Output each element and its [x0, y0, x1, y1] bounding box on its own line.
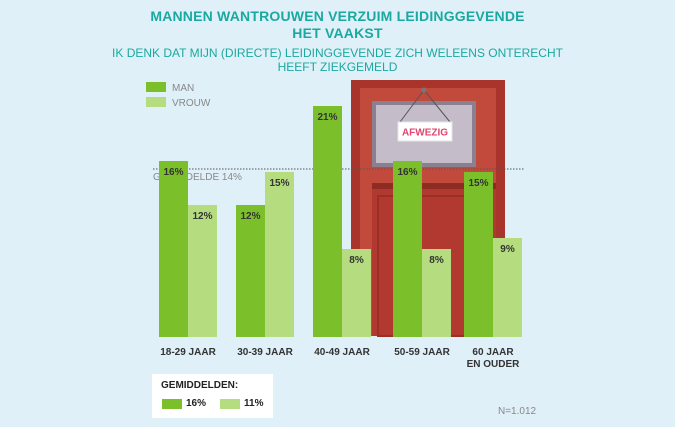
average-reference-label: GEMIDDELDE 14%: [153, 172, 242, 183]
x-tick-label-3: 50-59 JAAR: [394, 347, 450, 358]
chart-title-line-2: HET VAAKST: [292, 25, 383, 41]
data-label-vrouw-4: 9%: [500, 244, 515, 255]
legend-label-vrouw: VROUW: [172, 98, 211, 109]
bar-man-1: [236, 205, 265, 337]
x-tick-label-4-line-1: EN OUDER: [467, 359, 521, 370]
bar-vrouw-0: [188, 205, 217, 337]
bar-man-0: [159, 161, 188, 337]
x-tick-label-0: 18-29 JAAR: [160, 347, 216, 358]
chart-subtitle: IK DENK DAT MIJN (DIRECTE) LEIDINGGEVEND…: [0, 46, 675, 74]
sign-string-left: [399, 89, 425, 123]
averages-value-vrouw: 11%: [244, 398, 264, 409]
data-label-man-1: 12%: [240, 211, 260, 222]
chart-subtitle-line-2: HEEFT ZIEKGEMELD: [277, 60, 398, 74]
x-tick-label-2: 40-49 JAAR: [314, 347, 370, 358]
bar-vrouw-3: [422, 249, 451, 337]
legend: MAN VROUW: [146, 82, 211, 109]
data-label-vrouw-1: 15%: [269, 178, 289, 189]
data-label-man-3: 16%: [397, 167, 417, 178]
legend-swatch-vrouw: [146, 97, 166, 107]
data-label-man-2: 21%: [317, 112, 337, 123]
chart-subtitle-line-1: IK DENK DAT MIJN (DIRECTE) LEIDINGGEVEND…: [112, 46, 563, 60]
averages-swatch-man: [162, 399, 182, 409]
bar-vrouw-4: [493, 238, 522, 337]
averages-title: GEMIDDELDEN:: [161, 380, 239, 391]
data-label-vrouw-3: 8%: [429, 255, 444, 266]
x-axis-labels: 18-29 JAAR 30-39 JAAR 40-49 JAAR 50-59 JAAR…: [160, 347, 520, 370]
bar-vrouw-2: [342, 249, 371, 337]
chart-title-line-1: MANNEN WANTROUWEN VERZUIM LEIDINGGEVENDE: [150, 8, 525, 24]
bar-man-2: [313, 106, 342, 337]
chart-title: MANNEN WANTROUWEN VERZUIM LEIDINGGEVENDE…: [0, 8, 675, 42]
bar-man-3: [393, 161, 422, 337]
sample-size-label: N=1.012: [498, 406, 537, 417]
averages-swatch-vrouw: [220, 399, 240, 409]
data-label-man-0: 16%: [163, 167, 183, 178]
bar-vrouw-1: [265, 172, 294, 337]
absent-sign: [397, 121, 453, 142]
x-tick-label-4-line-0: 60 JAAR: [472, 347, 514, 358]
data-label-man-4: 15%: [468, 178, 488, 189]
legend-label-man: MAN: [172, 83, 194, 94]
data-label-vrouw-2: 8%: [349, 255, 364, 266]
absent-sign-text: AFWEZIG: [402, 128, 448, 139]
x-tick-label-1: 30-39 JAAR: [237, 347, 293, 358]
bar-man-4: [464, 172, 493, 337]
legend-swatch-man: [146, 82, 166, 92]
sign-hook: [421, 87, 427, 93]
averages-value-man: 16%: [186, 398, 207, 409]
averages-box: GEMIDDELDEN: 16% 11%: [152, 374, 273, 418]
bars: 16% 12% 12% 15% 21% 8% 16% 8% 15% 9%: [159, 106, 522, 337]
data-label-vrouw-0: 12%: [192, 211, 212, 222]
sign-string-right: [423, 89, 451, 123]
door-top-ledge: [372, 183, 496, 189]
